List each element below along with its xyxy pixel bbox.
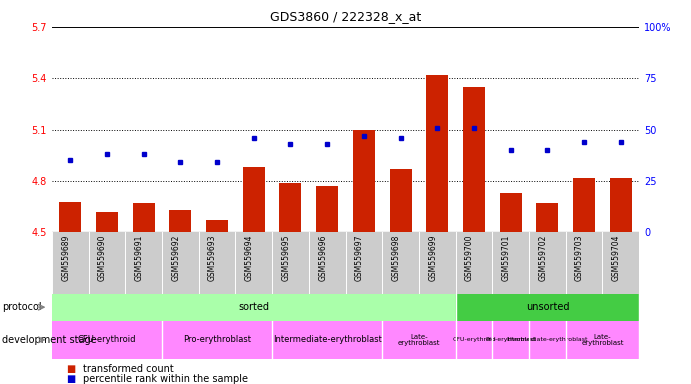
Bar [609,177,632,232]
Text: GSM559701: GSM559701 [502,234,511,281]
Text: GSM559692: GSM559692 [171,234,180,281]
Bar [279,183,301,232]
Bar [463,87,485,232]
Bar [169,210,191,232]
Bar [353,129,375,232]
Bar [500,193,522,232]
Bar [272,321,382,359]
Bar [536,203,558,232]
Text: GSM559697: GSM559697 [355,234,364,281]
Text: transformed count: transformed count [83,364,173,374]
Text: GDS3860 / 222328_x_at: GDS3860 / 222328_x_at [270,10,421,23]
Text: GSM559703: GSM559703 [575,234,584,281]
Text: GSM559690: GSM559690 [98,234,107,281]
Bar [382,321,455,359]
Text: percentile rank within the sample: percentile rank within the sample [83,374,248,384]
Bar [52,321,162,359]
Text: Pro-erythroblast: Pro-erythroblast [485,337,536,343]
Text: unsorted: unsorted [526,302,569,312]
Text: Pro-erythroblast: Pro-erythroblast [183,335,251,344]
Text: GSM559704: GSM559704 [612,234,621,281]
Bar [426,75,448,232]
Text: GSM559696: GSM559696 [318,234,327,281]
Bar [455,321,492,359]
Bar [573,177,595,232]
Text: Intermediate-erythroblast: Intermediate-erythroblast [507,337,588,343]
Text: ■: ■ [66,364,75,374]
Text: CFU-erythroid: CFU-erythroid [452,337,496,343]
Text: GSM559694: GSM559694 [245,234,254,281]
Bar [390,169,412,232]
Text: Late-
erythroblast: Late- erythroblast [397,334,440,346]
Bar [96,212,118,232]
Bar [316,186,338,232]
Text: CFU-erythroid: CFU-erythroid [77,335,136,344]
Bar [52,294,455,321]
Bar [162,321,272,359]
Text: GSM559700: GSM559700 [465,234,474,281]
Text: Intermediate-erythroblast: Intermediate-erythroblast [273,335,381,344]
Bar [133,203,155,232]
Text: GSM559702: GSM559702 [538,234,547,281]
Text: GSM559691: GSM559691 [135,234,144,281]
Text: GSM559689: GSM559689 [61,234,70,281]
Bar [455,294,639,321]
Text: sorted: sorted [238,302,269,312]
Bar [243,167,265,232]
Text: GSM559699: GSM559699 [428,234,437,281]
Text: ■: ■ [66,374,75,384]
Bar [529,321,566,359]
Text: GSM559698: GSM559698 [392,234,401,281]
Bar [59,202,81,232]
Text: GSM559695: GSM559695 [281,234,290,281]
Text: Late-
erythroblast: Late- erythroblast [581,334,624,346]
Text: protocol: protocol [2,302,41,312]
Text: GSM559693: GSM559693 [208,234,217,281]
Bar [492,321,529,359]
Bar [566,321,639,359]
Bar [206,220,228,232]
Text: development stage: development stage [2,335,97,345]
